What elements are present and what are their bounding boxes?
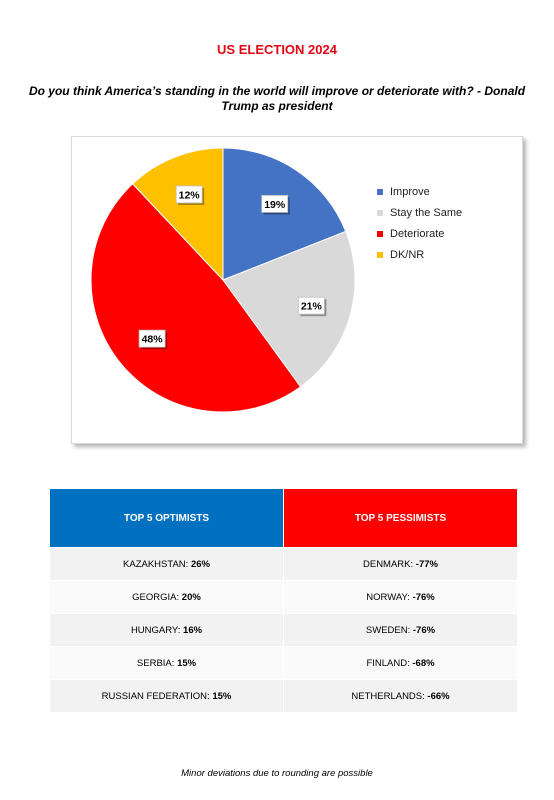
optimist-cell: KAZAKHSTAN: 26% [50,547,284,581]
legend-item-improve: Improve [377,181,462,202]
legend-item-deteriorate: Deteriorate [377,223,462,244]
optimist-country: GEORGIA: [132,591,180,603]
pessimist-value: -76% [412,624,436,636]
pessimist-country: FINLAND: [366,657,410,669]
pessimist-value: -66% [427,690,450,702]
table-header-row: TOP 5 OPTIMISTS TOP 5 PESSIMISTS [50,489,517,548]
data-label-box [138,329,166,348]
pessimist-country: NORWAY: [366,591,410,603]
legend-swatch-dk-nr [377,251,383,258]
table-row: KAZAKHSTAN: 26% DENMARK: -77% [50,547,517,581]
optimist-cell: SERBIA: 15% [50,646,284,680]
optimist-value: 15% [212,690,232,702]
table-row: HUNGARY: 16% SWEDEN: -76% [50,613,517,647]
pessimist-cell: NETHERLANDS: -66% [283,679,517,712]
data-label-box [297,296,325,315]
pie-slice-deteriorate [90,183,302,413]
optimists-header: TOP 5 OPTIMISTS [50,489,284,548]
table-row: GEORGIA: 20% NORWAY: -76% [50,580,517,614]
pessimists-header: TOP 5 PESSIMISTS [283,489,517,548]
optimist-country: HUNGARY: [130,624,181,636]
pessimist-country: NETHERLANDS: [351,690,425,702]
pessimist-value: -76% [412,591,435,603]
pie-slice-stay-the-same [222,230,356,388]
data-label-text: 48% [142,334,164,346]
legend-item-dk-nr: DK/NR [377,244,462,265]
pie-chart: 19% 21% 48% 12% [90,147,356,413]
data-label-text: 12% [179,189,201,201]
legend-swatch-stay-the-same [377,209,383,216]
footnote: Minor deviations due to rounding are pos… [181,768,373,779]
pessimist-value: -68% [412,657,435,669]
top5-table: TOP 5 OPTIMISTS TOP 5 PESSIMISTS KAZAKHS… [50,489,517,712]
data-label-box [261,195,289,213]
pie-slice-dk-nr [131,147,224,282]
legend-label-dk-nr: DK/NR [390,248,425,261]
pessimist-cell: DENMARK: -77% [283,547,517,581]
optimist-value: 26% [190,558,210,570]
table-row: RUSSIAN FEDERATION: 15% NETHERLANDS: -66… [50,679,517,712]
optimist-value: 15% [177,657,197,669]
pie-chart-panel: 19% 21% 48% 12% Improve Stay the Same Deter… [71,136,523,444]
pessimist-cell: NORWAY: -76% [283,580,517,614]
pessimist-cell: SWEDEN: -76% [283,613,517,647]
data-label-text: 21% [301,301,323,313]
legend-item-stay-the-same: Stay the Same [377,202,462,223]
table-row: SERBIA: 15% FINLAND: -68% [50,646,517,680]
optimist-country: RUSSIAN FEDERATION: [101,690,210,702]
legend-label-stay-the-same: Stay the Same [390,206,463,219]
data-label-deteriorate: 48% [138,329,168,350]
survey-question: Do you think America’s standing in the w… [28,84,526,113]
optimist-cell: GEORGIA: 20% [50,580,284,614]
data-label-text: 19% [264,199,286,211]
optimist-cell: HUNGARY: 16% [50,613,284,647]
optimist-cell: RUSSIAN FEDERATION: 15% [50,679,284,712]
legend-swatch-deteriorate [377,230,383,237]
optimist-country: SERBIA: [136,657,175,669]
pie-slice-improve [222,147,347,281]
data-label-box [175,185,203,204]
data-label-improve: 19% [261,195,290,215]
legend-label-improve: Improve [390,185,430,198]
optimist-value: 20% [181,591,201,603]
optimist-country: KAZAKHSTAN: [123,558,189,570]
page-title: US ELECTION 2024 [217,42,337,57]
optimist-value: 16% [183,624,203,636]
legend-label-deteriorate: Deteriorate [390,227,445,240]
pessimist-value: -77% [415,558,438,570]
data-label-stay-the-same: 21% [297,296,327,317]
pessimist-country: DENMARK: [363,558,414,570]
pessimist-cell: FINLAND: -68% [283,646,517,680]
pessimist-country: SWEDEN: [365,624,411,636]
chart-legend: Improve Stay the Same Deteriorate DK/NR [377,181,462,265]
legend-swatch-improve [377,188,383,195]
data-label-dk-nr: 12% [175,185,205,205]
